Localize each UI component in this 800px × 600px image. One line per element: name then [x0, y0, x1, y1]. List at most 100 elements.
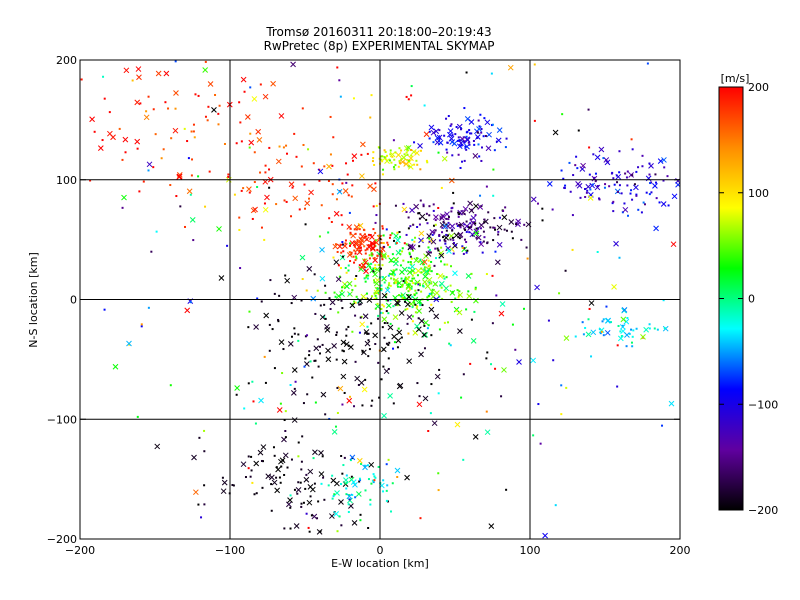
data-point-dot	[270, 483, 273, 486]
data-point-dot	[293, 387, 296, 390]
data-point-dot	[349, 231, 352, 234]
data-point-x	[488, 523, 495, 529]
data-point-dot	[340, 299, 343, 302]
data-point-dot	[264, 381, 267, 384]
data-point-dot	[603, 186, 606, 189]
data-point-dot	[190, 130, 193, 133]
data-point-dot	[456, 139, 459, 142]
data-point-dot	[301, 107, 304, 110]
data-point-dot	[308, 350, 311, 353]
data-point-dot	[368, 348, 371, 351]
data-point-dot	[430, 303, 433, 306]
data-point-x	[134, 138, 141, 145]
data-point-dot	[399, 285, 402, 288]
data-point-dot	[483, 236, 486, 239]
data-point-dot	[426, 296, 429, 299]
data-point-dot	[562, 177, 565, 180]
data-point-dot	[268, 168, 271, 171]
data-point-dot	[451, 154, 454, 157]
colorbar-tick-label: −100	[748, 398, 778, 411]
data-point-dot	[140, 323, 143, 326]
data-point-dot	[582, 333, 585, 336]
data-point-dot	[492, 194, 495, 197]
data-point-dot	[400, 277, 403, 280]
data-point-dot	[461, 160, 464, 163]
data-point-x	[438, 252, 445, 259]
data-point-x	[621, 307, 628, 313]
data-point-dot	[341, 349, 344, 352]
data-point-dot	[351, 330, 354, 333]
data-point-x	[394, 237, 401, 244]
data-point-dot	[410, 85, 413, 88]
data-point-dot	[427, 324, 430, 327]
data-point-x	[234, 385, 240, 391]
data-point-dot	[370, 94, 373, 97]
data-point-dot	[410, 263, 413, 266]
data-point-x	[135, 66, 142, 72]
data-point-dot	[620, 335, 623, 338]
data-point-dot	[586, 189, 589, 192]
data-point-dot	[375, 204, 378, 207]
data-point-dot	[243, 407, 246, 410]
data-point-dot	[480, 128, 483, 131]
data-point-dot	[560, 169, 563, 172]
data-point-dot	[416, 225, 419, 228]
data-point-dot	[411, 320, 414, 323]
data-point-dot	[455, 125, 458, 128]
data-point-dot	[479, 227, 482, 230]
data-point-dot	[348, 251, 351, 254]
data-point-dot	[304, 357, 307, 360]
data-point-dot	[427, 269, 430, 272]
data-point-dot	[381, 173, 384, 176]
data-point-dot	[273, 292, 276, 295]
data-point-dot	[417, 282, 420, 285]
data-point-dot	[382, 305, 385, 308]
data-point-dot	[340, 214, 343, 217]
data-point-x	[335, 276, 342, 283]
data-point-dot	[405, 243, 408, 246]
data-point-dot	[539, 442, 542, 445]
data-point-dot	[592, 153, 595, 156]
data-point-dot	[184, 225, 187, 228]
data-point-dot	[418, 245, 421, 248]
data-point-dot	[377, 361, 380, 364]
data-point-x	[306, 266, 313, 272]
data-point-dot	[333, 493, 336, 496]
data-point-x	[265, 473, 272, 480]
data-point-dot	[401, 293, 404, 296]
data-point-dot	[396, 282, 399, 285]
data-point-dot	[349, 227, 352, 230]
data-point-dot	[447, 215, 450, 218]
data-point-dot	[381, 227, 384, 230]
data-point-dot	[484, 134, 487, 137]
data-point-dot	[297, 339, 300, 342]
data-point-dot	[373, 163, 376, 166]
data-point-dot	[332, 136, 335, 139]
data-point-dot	[370, 482, 373, 485]
data-point-dot	[631, 335, 634, 338]
data-point-dot	[428, 237, 431, 240]
data-point-x	[134, 99, 141, 106]
data-point-dot	[319, 530, 322, 533]
data-point-dot	[374, 239, 377, 242]
data-point-dot	[616, 344, 619, 347]
data-point-dot	[260, 300, 263, 303]
data-point-dot	[275, 466, 278, 469]
data-point-dot	[492, 226, 495, 229]
data-point-dot	[358, 228, 361, 231]
data-point-dot	[498, 216, 501, 219]
data-point-dot	[413, 240, 416, 243]
data-point-dot	[121, 158, 124, 161]
data-point-dot	[365, 276, 368, 279]
data-point-x	[415, 267, 422, 274]
data-point-x	[291, 367, 298, 373]
data-point-dot	[428, 240, 431, 243]
data-point-dot	[232, 484, 235, 487]
data-point-x	[342, 188, 349, 194]
data-point-dot	[427, 250, 430, 253]
data-point-dot	[469, 218, 472, 221]
data-point-dot	[348, 242, 351, 245]
data-point-dot	[349, 260, 352, 263]
data-point-x	[405, 301, 411, 308]
data-point-x	[451, 140, 458, 147]
